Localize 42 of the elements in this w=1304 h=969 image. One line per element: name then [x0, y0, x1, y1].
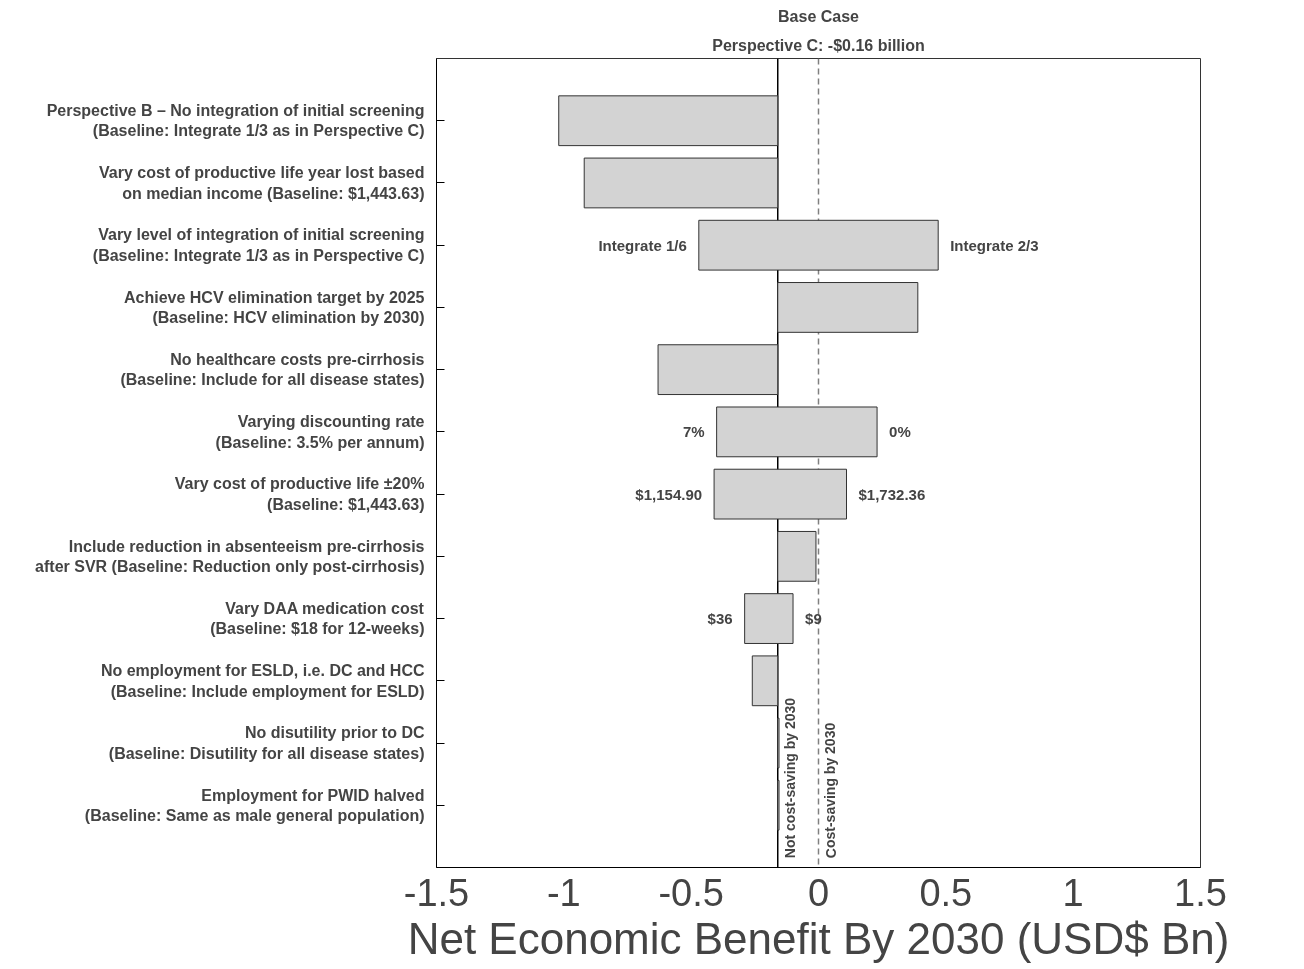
- y-tick-label: Vary cost of productive life ±20% (Baseline: $1,443.63): [174, 475, 425, 513]
- bar: [751, 655, 779, 707]
- bar: [583, 157, 779, 209]
- y-tick-label: No employment for ESLD, i.e. DC and HCC (Baseline: Include employment for ESLD): [100, 662, 425, 700]
- annotation: Integrate 2/3: [950, 236, 1039, 254]
- annotation: 0%: [889, 423, 911, 441]
- y-tick-label: Achieve HCV elimination target by 2025 (Baseline: HCV elimination by 2030): [123, 288, 425, 327]
- y-tick-label: No disutility prior to DC (Baseline: Disutility for all disease states): [108, 724, 425, 762]
- ref-line-label: Not cost-saving by 2030: [781, 697, 798, 859]
- x-tick-label: 1: [1062, 871, 1084, 914]
- x-tick-label: 1.5: [1174, 871, 1227, 914]
- annotation: $1,732.36: [858, 485, 926, 503]
- y-tick-label: No healthcare costs pre-cirrhosis (Baseline: Include for all disease states): [120, 350, 425, 389]
- bar: [698, 219, 939, 271]
- y-tick-label: Vary level of integration of initial screening (Baseline: Integrate 1/3 as in Perspective C): [92, 226, 425, 264]
- x-axis-title: Net Economic Benefit By 2030 (USD$ Bn): [407, 913, 1230, 963]
- y-tick-label: Perspective B – No integration of initial screening (Baseline: Integrate 1/3 as in Perspective C): [46, 102, 425, 140]
- x-tick-label: 0.5: [919, 871, 973, 914]
- annotation: $36: [707, 610, 733, 628]
- bar: [777, 282, 919, 333]
- y-tick-label: Employment for PWID halved (Baseline: Same as male general population): [84, 786, 425, 824]
- annotation: $1,154.90: [635, 485, 703, 503]
- annotation: 7%: [682, 423, 705, 441]
- bar: [558, 95, 779, 147]
- x-tick-label: -1.5: [403, 871, 470, 914]
- ref-line-label: Cost-saving by 2030: [822, 722, 839, 859]
- y-tick-label: Varying discounting rate (Baseline: 3.5% per annum): [215, 413, 425, 451]
- y-tick-label: Vary cost of productive life year lost based on median income (Baseline: $1,443.63): [99, 164, 425, 202]
- bar: [777, 530, 817, 582]
- x-tick-label: -1: [546, 871, 581, 914]
- chart-title: Base Case: [778, 7, 860, 25]
- x-tick-label: -0.5: [658, 871, 724, 914]
- annotation: Integrate 1/6: [598, 236, 687, 254]
- bar: [744, 593, 794, 644]
- y-tick-label: Vary DAA medication cost (Baseline: $18 for 12-weeks): [210, 599, 425, 638]
- x-tick-label: 0: [807, 871, 830, 914]
- y-tick-label: Include reduction in absenteeism pre-cirrhosis after SVR (Baseline: Reduction only post-cirrhosis): [35, 537, 425, 576]
- bar: [713, 468, 848, 520]
- annotation: $9: [805, 610, 822, 628]
- bar: [716, 406, 878, 458]
- chart-subtitle: Perspective C: -$0.16 billion: [712, 36, 925, 54]
- bar: [657, 344, 779, 396]
